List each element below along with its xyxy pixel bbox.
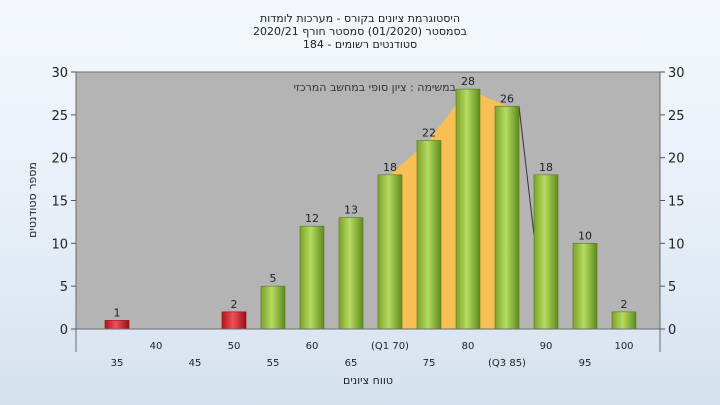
y-left-tick-label: 0 <box>60 323 68 338</box>
bar-85 <box>494 105 520 330</box>
x-tick-label-40: 40 <box>150 341 163 352</box>
x-axis: 35 40 45 50 55 60 65 (Q1 70) 75 80 (Q3 85) 90 95 100 <box>111 341 634 369</box>
y-right-tick-label: 0 <box>668 323 676 338</box>
x-tick-label-80: 80 <box>462 341 475 352</box>
data-label-35: 1 <box>114 306 121 319</box>
x-tick-label-95: 95 <box>579 358 592 369</box>
data-label-100: 2 <box>621 298 628 311</box>
x-tick-label-50: 50 <box>228 341 241 352</box>
data-label-90: 18 <box>539 161 553 174</box>
bar-50 <box>221 311 247 330</box>
bar-55 <box>260 285 286 330</box>
data-label-85: 26 <box>500 92 514 105</box>
chart-title-line-3: סטודנטים רשומים - 184 <box>303 38 417 51</box>
x-tick-label-55: 55 <box>267 358 280 369</box>
bar-60 <box>299 225 325 330</box>
x-tick-label-70: (Q1 70) <box>371 341 409 352</box>
chart-title-line-2: בסמסטר (01/2020) סמסטר חורף 2020/21 <box>253 25 467 38</box>
y-left-tick-label: 5 <box>60 280 68 295</box>
data-label-80: 28 <box>461 75 475 88</box>
y-right-tick-label: 20 <box>668 152 685 167</box>
y-axis-left: 0 5 10 15 20 25 30 <box>51 66 76 338</box>
data-label-65: 13 <box>344 204 358 217</box>
data-label-75: 22 <box>422 127 436 140</box>
bar-70 <box>377 174 403 330</box>
data-label-60: 12 <box>305 212 319 225</box>
y-left-tick-label: 10 <box>51 237 68 252</box>
y-left-tick-label: 20 <box>51 152 68 167</box>
chart-title: היסטוגרמת ציונים בקורס - מערכות לומדות ב… <box>253 12 467 51</box>
x-tick-label-65: 65 <box>345 358 358 369</box>
y-axis-label: מספר סטודנטים <box>26 162 39 238</box>
y-right-tick-label: 15 <box>668 195 685 210</box>
y-right-tick-label: 10 <box>668 237 685 252</box>
bar-90 <box>533 174 559 330</box>
bar-35 <box>104 320 130 330</box>
y-right-tick-label: 25 <box>668 109 685 124</box>
x-tick-label-60: 60 <box>306 341 319 352</box>
plot-area <box>76 72 660 329</box>
chart-annotation: במשימה : ציון סופי במחשב המרכזי <box>294 81 457 94</box>
bar-80 <box>455 88 481 330</box>
x-tick-label-85: (Q3 85) <box>488 358 526 369</box>
x-tick-label-45: 45 <box>189 358 202 369</box>
bar-75 <box>416 140 442 330</box>
x-axis-label: טווח ציונים <box>343 374 393 387</box>
y-left-tick-label: 15 <box>51 195 68 210</box>
chart-title-line-1: היסטוגרמת ציונים בקורס - מערכות לומדות <box>260 12 460 25</box>
data-label-55: 5 <box>270 272 277 285</box>
x-tick-label-100: 100 <box>614 341 633 352</box>
bar-65 <box>338 217 364 330</box>
x-tick-label-75: 75 <box>423 358 436 369</box>
bar-100 <box>611 311 637 330</box>
bar-95 <box>572 243 598 330</box>
y-axis-right: 0 5 10 15 20 25 30 <box>660 66 685 338</box>
data-label-70: 18 <box>383 161 397 174</box>
iqr-band-edge <box>518 106 535 235</box>
x-tick-label-90: 90 <box>540 341 553 352</box>
y-left-tick-label: 30 <box>51 66 68 81</box>
data-label-95: 10 <box>578 229 592 242</box>
y-left-tick-label: 25 <box>51 109 68 124</box>
y-right-tick-label: 30 <box>668 66 685 81</box>
data-label-50: 2 <box>231 298 238 311</box>
y-right-tick-label: 5 <box>668 280 676 295</box>
x-tick-label-35: 35 <box>111 358 124 369</box>
